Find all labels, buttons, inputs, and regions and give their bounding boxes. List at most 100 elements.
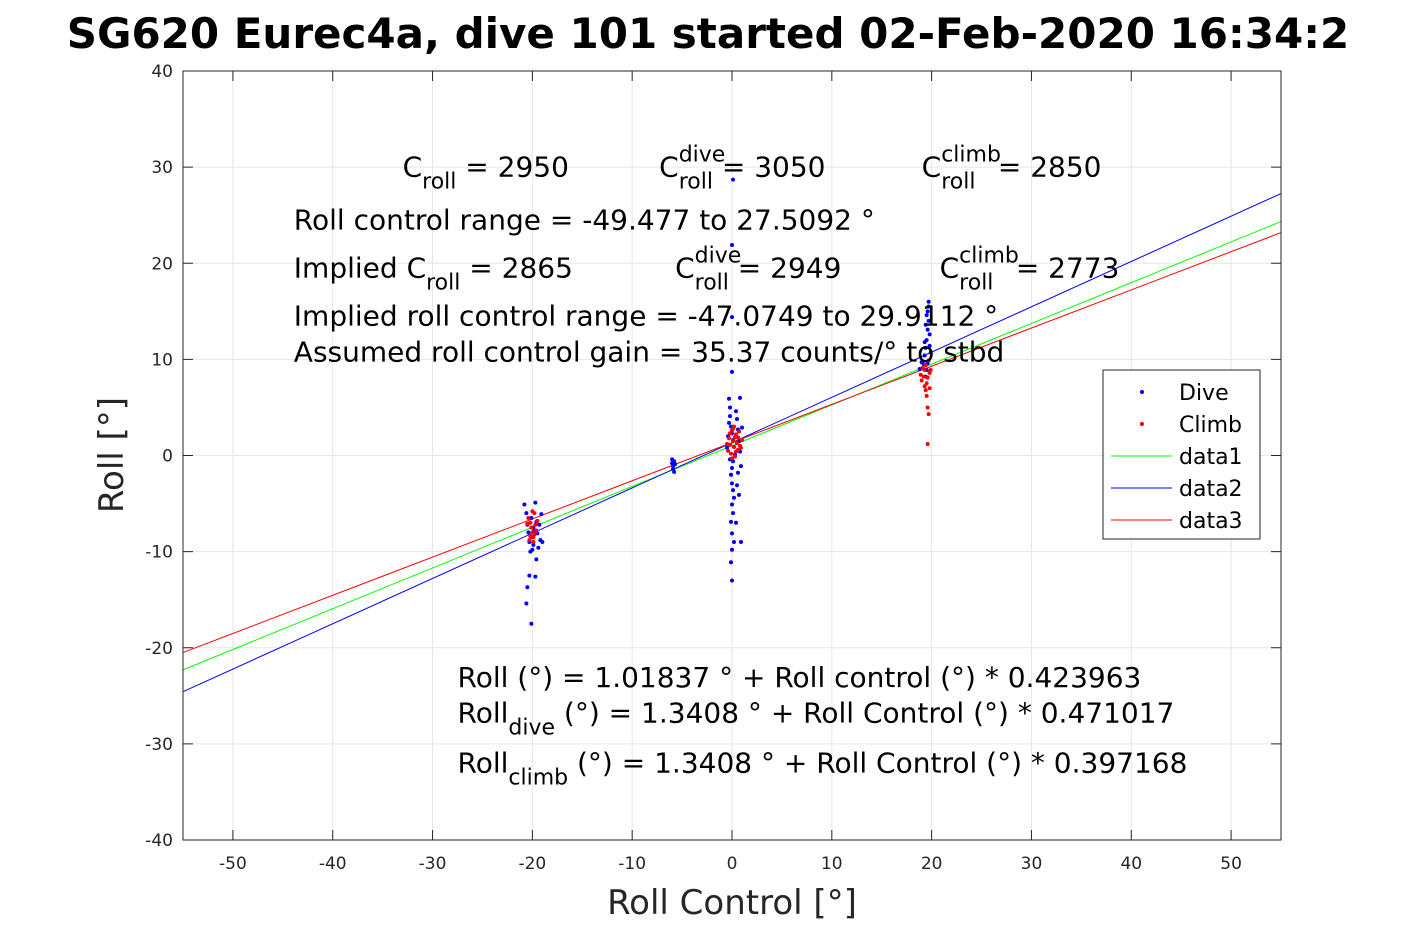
dive-point [927, 343, 932, 348]
dive-point [734, 416, 739, 421]
annotation-cclimb: Croll = 2850 [922, 151, 1102, 195]
dive-point [730, 578, 734, 583]
dive-point [926, 318, 931, 323]
x-tick-label: 0 [727, 854, 738, 874]
climb-point [923, 363, 928, 368]
y-tick-label: -40 [145, 831, 173, 851]
annotation-croll: Croll = 2950 [403, 151, 569, 195]
climb-point [925, 441, 930, 446]
dive-point [533, 500, 538, 505]
climb-point [918, 372, 923, 377]
climb-point [728, 442, 733, 447]
dive-point [522, 502, 527, 507]
dive-point [540, 540, 545, 545]
x-tick-label: -40 [319, 854, 347, 874]
annotation-sup-cclimb: climb [941, 143, 1001, 168]
y-tick-label: 30 [151, 158, 173, 178]
annotation-implrange: Implied roll control range = -47.0749 to… [294, 300, 998, 333]
annotation-eq3: Rollclimb (°) = 1.3408 ° + Roll Control … [458, 747, 1188, 791]
climb-point [925, 405, 930, 410]
axis-ticks: -50 -40 -30 -20 -10 0 10 20 30 40 50 -40 -30 -20 -10 0 1… [145, 62, 1281, 874]
dive-point [731, 540, 736, 545]
x-tick-label: -50 [219, 854, 247, 874]
climb-point [920, 366, 925, 371]
dive-point [738, 464, 743, 469]
dive-point [529, 515, 534, 520]
climb-point [922, 384, 927, 389]
dive-point [539, 512, 544, 517]
annotation-sup-impldive: dive [695, 244, 742, 269]
y-tick-label: -30 [145, 735, 173, 755]
x-tick-label: 40 [1120, 854, 1142, 874]
annotation-sup-implclimb: climb [959, 244, 1019, 269]
annotation-range: Roll control range = -49.477 to 27.5092 … [294, 204, 875, 237]
dive-point [924, 313, 929, 318]
annotation-eq1: Roll (°) = 1.01837 ° + Roll control (°) … [458, 661, 1142, 694]
climb-point [733, 449, 738, 454]
climb-point [535, 518, 540, 523]
dive-point [919, 360, 924, 365]
x-axis-label: Roll Control [°] [607, 883, 857, 923]
data-points [522, 177, 933, 626]
dive-point [927, 332, 932, 337]
climb-point [730, 426, 735, 431]
climb-point [928, 367, 933, 372]
climb-point [926, 412, 931, 417]
y-tick-label: -20 [145, 639, 173, 659]
climb-point [733, 432, 738, 437]
dive-point [537, 522, 542, 527]
legend-label-data1: data1 [1179, 445, 1243, 470]
x-tick-label: 10 [821, 854, 843, 874]
dive-point [730, 465, 734, 470]
y-tick-label: 10 [151, 350, 173, 370]
legend-label-data3: data3 [1179, 509, 1243, 534]
annotation-gain: Assumed roll control gain = 35.37 counts… [294, 335, 1005, 368]
legend-label-dive: Dive [1179, 381, 1229, 406]
climb-point [923, 388, 928, 393]
climb-point [727, 436, 732, 441]
dive-point [530, 547, 535, 552]
dive-point [734, 483, 739, 488]
dive-point [525, 585, 530, 590]
legend-marker-climb [1140, 422, 1144, 426]
climb-point [736, 429, 741, 434]
dive-point [735, 470, 740, 475]
climb-point [924, 381, 929, 386]
dive-point [730, 177, 735, 182]
dive-point [922, 340, 927, 345]
dive-point [730, 488, 735, 493]
climb-point [726, 448, 731, 453]
x-tick-label: -20 [518, 854, 546, 874]
dive-point [730, 511, 735, 516]
dive-point [531, 542, 536, 547]
dive-point [727, 420, 732, 425]
dive-point [672, 469, 677, 474]
dive-point [733, 520, 738, 525]
y-tick-label: 40 [151, 62, 173, 82]
climb-point [921, 374, 926, 379]
dive-point [922, 353, 927, 358]
climb-point [728, 431, 733, 436]
y-tick-label: 20 [151, 254, 173, 274]
dive-point [730, 502, 734, 507]
x-tick-label: 20 [921, 854, 943, 874]
dive-point [923, 322, 928, 327]
dive-point [730, 242, 734, 247]
climb-point [527, 538, 532, 543]
dive-point [524, 511, 529, 516]
dive-point [737, 395, 742, 400]
climb-point [739, 438, 744, 443]
y-tick-label: -10 [145, 543, 173, 563]
dive-point [925, 327, 930, 332]
climb-point [532, 532, 537, 537]
dive-point [738, 540, 743, 545]
dive-point [728, 405, 733, 410]
chart-title: SG620 Eurec4a, dive 101 started 02-Feb-2… [67, 9, 1350, 58]
dive-point [529, 621, 534, 626]
x-tick-label: -30 [419, 854, 447, 874]
dive-point [730, 547, 734, 552]
climb-point [924, 393, 929, 398]
annotation-implclimb: Croll = 2773 [940, 252, 1120, 296]
x-tick-label: 50 [1220, 854, 1242, 874]
